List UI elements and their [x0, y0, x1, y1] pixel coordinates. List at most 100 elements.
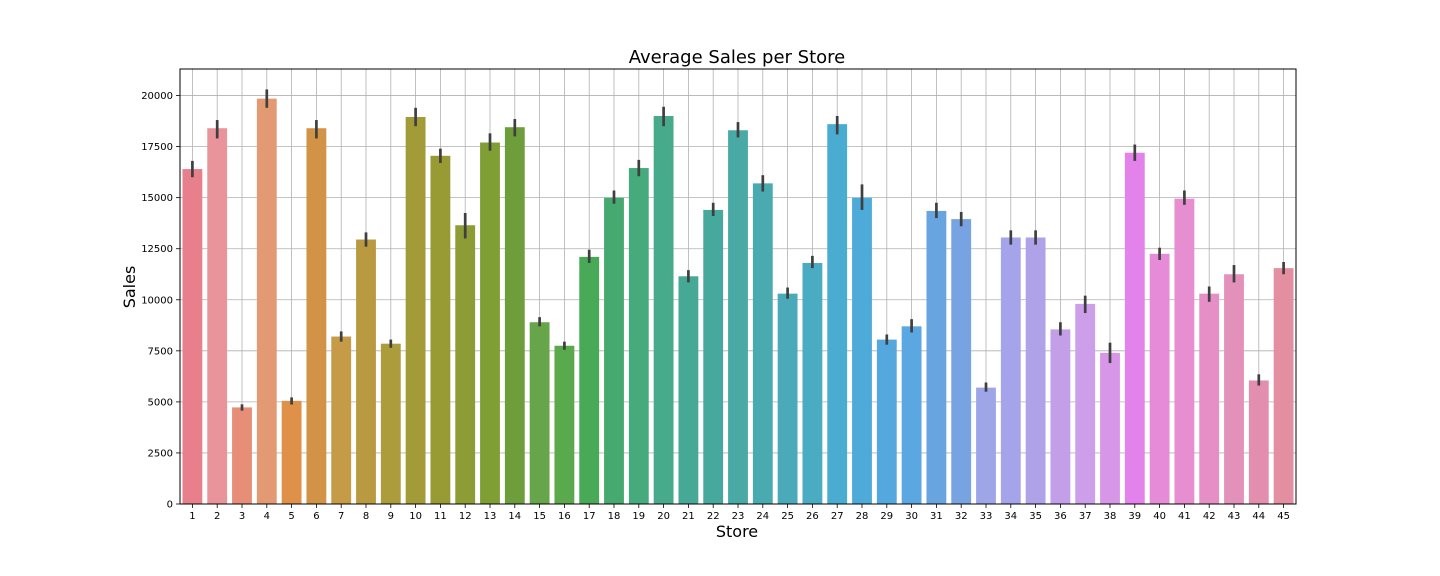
bar [1199, 293, 1220, 504]
bar [1124, 152, 1145, 504]
x-tick-label: 8 [363, 511, 369, 522]
x-tick-label: 31 [930, 511, 943, 522]
x-tick-label: 37 [1079, 511, 1092, 522]
x-tick-label: 38 [1104, 511, 1117, 522]
bar [852, 197, 872, 504]
bar [256, 98, 277, 505]
bar [504, 127, 525, 504]
bar [1149, 253, 1170, 504]
x-axis-title: Store [716, 522, 758, 541]
x-tick-label: 7 [338, 511, 344, 522]
x-tick-label: 28 [856, 511, 869, 522]
bar [604, 197, 624, 504]
x-tick-label: 27 [831, 511, 844, 522]
bar [579, 256, 600, 504]
y-tick-label: 7500 [148, 346, 173, 357]
x-tick-label: 16 [558, 511, 571, 522]
x-tick-label: 41 [1178, 511, 1191, 522]
bar [380, 343, 401, 504]
x-tick-label: 13 [484, 511, 497, 522]
x-tick-label: 43 [1228, 511, 1241, 522]
bar [951, 219, 972, 504]
x-tick-label: 39 [1128, 511, 1141, 522]
bar [678, 276, 699, 504]
x-tick-label: 19 [632, 511, 645, 522]
x-tick-label: 33 [980, 511, 993, 522]
bar-layer [182, 98, 1294, 505]
bar [976, 387, 996, 504]
bar [876, 339, 897, 504]
x-tick-label: 15 [533, 511, 546, 522]
bar [232, 407, 252, 504]
x-tick-label: 1 [189, 511, 195, 522]
bar [1174, 198, 1195, 504]
bar [777, 293, 798, 504]
bar [752, 183, 773, 504]
x-tick-label: 35 [1029, 511, 1042, 522]
bar [281, 400, 302, 504]
bar [1075, 303, 1096, 504]
bar [554, 345, 575, 504]
x-tick-label: 10 [409, 511, 422, 522]
x-tick-label: 26 [806, 511, 819, 522]
bar [455, 225, 476, 504]
error-bar-layer [191, 89, 1285, 411]
bar [356, 239, 376, 504]
x-tick-label: 20 [657, 511, 670, 522]
x-tick-label: 12 [459, 511, 472, 522]
x-tick-label: 29 [880, 511, 893, 522]
x-tick-label: 22 [707, 511, 720, 522]
bar [1273, 268, 1294, 504]
x-tick-label: 9 [388, 511, 394, 522]
x-tick-label: 23 [732, 511, 745, 522]
x-tick-label: 44 [1252, 511, 1265, 522]
y-tick-label: 12500 [141, 244, 173, 255]
y-axis-title: Sales [120, 266, 139, 309]
y-tick-label: 5000 [148, 397, 173, 408]
bar [331, 336, 352, 504]
chart-title: Average Sales per Store [629, 47, 845, 68]
y-tick-label: 20000 [141, 91, 173, 102]
x-tick-label: 36 [1054, 511, 1067, 522]
bar [802, 263, 823, 504]
x-tick-layer: 1 2 3 4 5 6 7 8 9 10 11 12 13 14 15 16 17 18 19 20 21 22 23 24 2… [189, 504, 1290, 522]
x-tick-label: 42 [1203, 511, 1216, 522]
x-tick-label: 11 [434, 511, 447, 522]
x-tick-label: 14 [508, 511, 521, 522]
y-tick-layer: 0 2500 5000 7500 10000 12500 15000 17500 20000 [141, 91, 180, 511]
x-tick-label: 3 [239, 511, 245, 522]
x-tick-label: 18 [608, 511, 621, 522]
x-tick-label: 30 [905, 511, 918, 522]
y-tick-label: 10000 [141, 295, 173, 306]
y-tick-label: 2500 [148, 448, 173, 459]
x-tick-label: 40 [1153, 511, 1166, 522]
bar [1050, 329, 1071, 504]
bar [653, 115, 674, 504]
x-tick-label: 45 [1277, 511, 1290, 522]
x-tick-label: 5 [288, 511, 294, 522]
x-tick-label: 25 [781, 511, 794, 522]
bar [405, 116, 426, 505]
bar [1025, 237, 1046, 505]
bar [926, 210, 947, 504]
bar [728, 130, 748, 504]
bar [1224, 274, 1244, 504]
bar [827, 124, 848, 505]
y-tick-label: 17500 [141, 142, 173, 153]
bar [1248, 380, 1269, 504]
bar [628, 168, 649, 504]
x-tick-label: 2 [214, 511, 220, 522]
x-tick-label: 6 [313, 511, 319, 522]
x-tick-label: 21 [682, 511, 695, 522]
bar [1000, 237, 1021, 505]
bar [703, 209, 724, 504]
bar [1100, 352, 1120, 504]
x-tick-label: 17 [583, 511, 596, 522]
bar [306, 128, 327, 505]
x-tick-label: 4 [264, 511, 270, 522]
x-tick-label: 34 [1004, 511, 1017, 522]
x-tick-label: 32 [955, 511, 968, 522]
bar [901, 326, 922, 504]
